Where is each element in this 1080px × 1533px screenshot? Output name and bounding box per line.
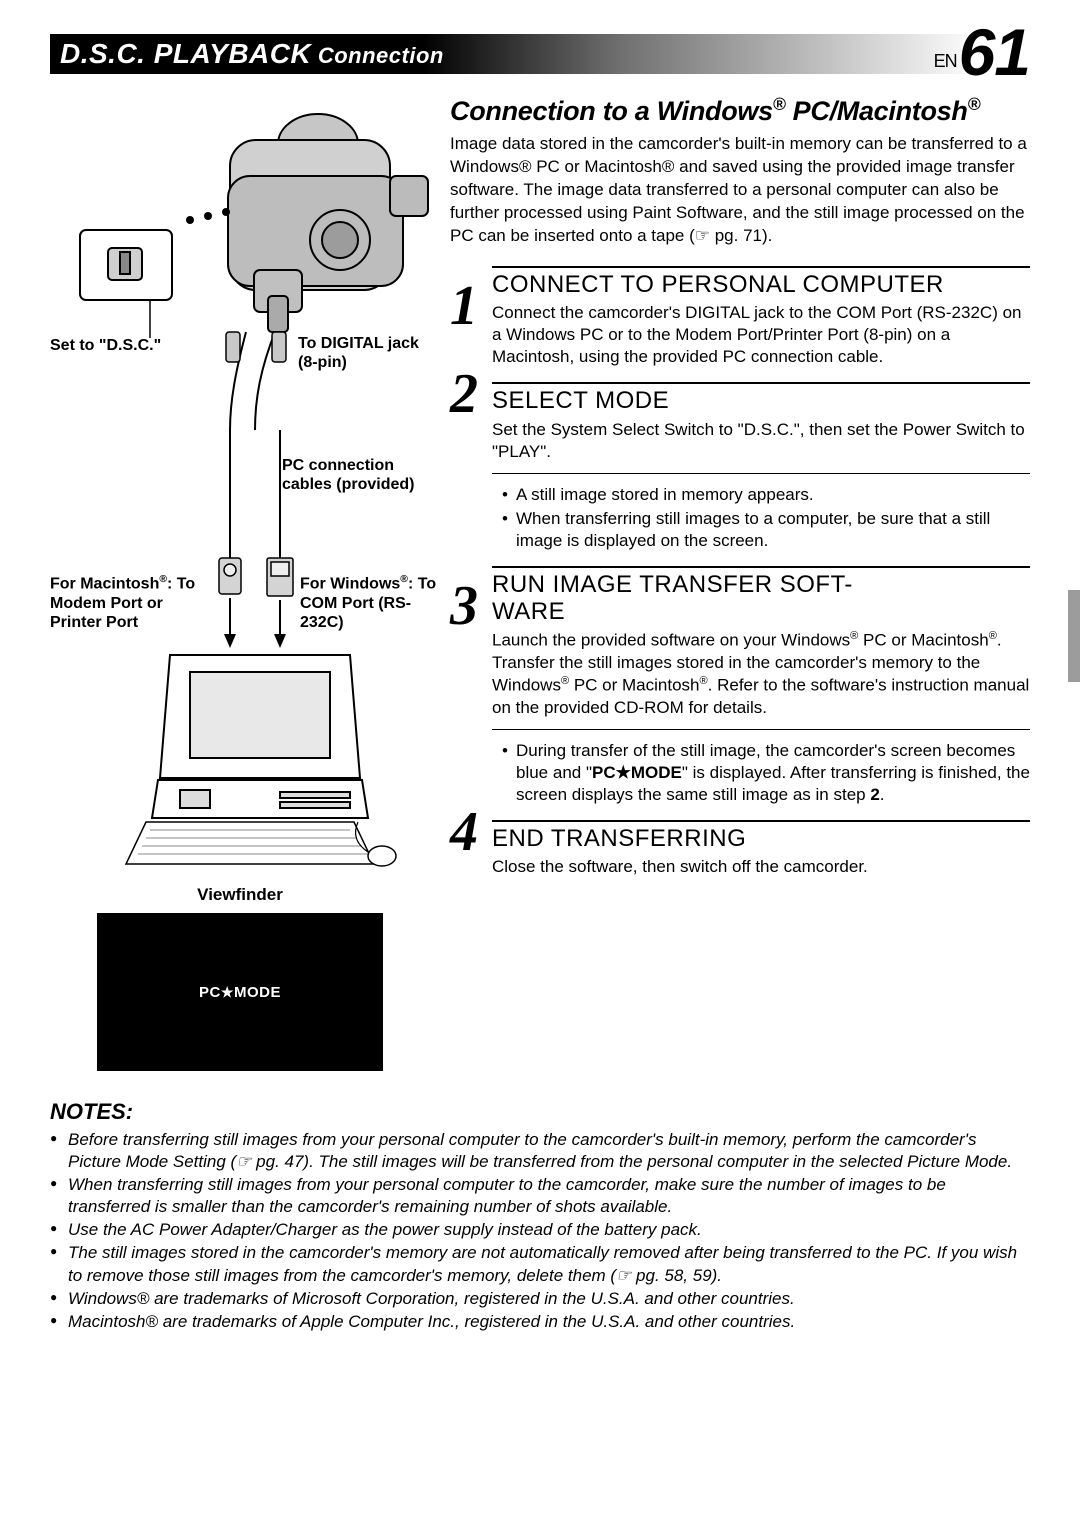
viewfinder-label: Viewfinder <box>50 885 430 905</box>
step-4-num: 4 <box>450 804 478 860</box>
notes-head: NOTES: <box>50 1099 1030 1125</box>
step-4-body: Close the software, then switch off the … <box>492 856 1030 878</box>
section-title: Connection to a Windows® PC/Macintosh® <box>450 94 1030 127</box>
step-2-body: Set the System Select Switch to "D.S.C."… <box>492 419 1030 463</box>
intro-text: Image data stored in the camcorder's bui… <box>450 133 1030 248</box>
step-1-body: Connect the camcorder's DIGITAL jack to … <box>492 302 1030 368</box>
step-3-head: RUN IMAGE TRANSFER SOFT-WARE <box>492 572 1030 625</box>
label-set-dsc: Set to "D.S.C." <box>50 336 200 355</box>
note-item: Before transferring still images from yo… <box>50 1129 1030 1173</box>
header-num: 61 <box>959 15 1030 89</box>
left-column: Set to "D.S.C." To DIGITAL jack (8-pin) … <box>50 94 430 1071</box>
viewfinder-text: PC★MODE <box>199 984 281 1001</box>
step-2: SELECT MODE 2 Set the System Select Swit… <box>450 382 1030 552</box>
right-column: Connection to a Windows® PC/Macintosh® I… <box>450 94 1030 1071</box>
step-3-num: 3 <box>450 578 478 634</box>
step-4: END TRANSFERRING 4 Close the software, t… <box>450 820 1030 878</box>
notes-list: Before transferring still images from yo… <box>50 1129 1030 1333</box>
header-page-number: EN61 <box>934 14 1030 90</box>
step-2-bullets: A still image stored in memory appears. … <box>502 484 1030 552</box>
side-tab <box>1068 590 1080 682</box>
notes-section: NOTES: Before transferring still images … <box>50 1099 1030 1333</box>
viewfinder-box: PC★MODE <box>97 913 383 1071</box>
label-pc-cables: PC connection cables (provided) <box>282 456 432 494</box>
step-1-head: CONNECT TO PERSONAL COMPUTER <box>492 272 1030 298</box>
step-1: CONNECT TO PERSONAL COMPUTER 1 Connect t… <box>450 266 1030 369</box>
header-title-sub: Connection <box>311 43 444 68</box>
page: D.S.C. PLAYBACK Connection EN61 <box>0 0 1080 1374</box>
header-bar: D.S.C. PLAYBACK Connection EN61 <box>50 30 1030 88</box>
note-item: Use the AC Power Adapter/Charger as the … <box>50 1219 1030 1241</box>
step-2-num: 2 <box>450 366 478 422</box>
note-item: The still images stored in the camcorder… <box>50 1242 1030 1286</box>
label-digital-jack: To DIGITAL jack (8-pin) <box>298 334 438 372</box>
label-macintosh: For Macintosh®: To Modem Port or Printer… <box>50 574 210 632</box>
note-item: Macintosh® are trademarks of Apple Compu… <box>50 1311 1030 1333</box>
step-1-num: 1 <box>450 278 478 334</box>
step-3-bullet-1: During transfer of the still image, the … <box>502 740 1030 806</box>
note-item: Windows® are trademarks of Microsoft Cor… <box>50 1288 1030 1310</box>
header-title-main: D.S.C. PLAYBACK <box>60 38 311 69</box>
label-windows: For Windows®: To COM Port (RS-232C) <box>300 574 440 632</box>
step-2-bullet-1: A still image stored in memory appears. <box>502 484 1030 506</box>
step-4-head: END TRANSFERRING <box>492 826 1030 852</box>
step-3-bullets: During transfer of the still image, the … <box>502 740 1030 806</box>
step-2-head: SELECT MODE <box>492 388 1030 414</box>
step-3: RUN IMAGE TRANSFER SOFT-WARE 3 Launch th… <box>450 566 1030 806</box>
header-title: D.S.C. PLAYBACK Connection <box>60 34 444 74</box>
header-lang: EN <box>934 51 957 71</box>
step-3-body: Launch the provided software on your Win… <box>492 629 1030 719</box>
step-2-bullet-2: When transferring still images to a comp… <box>502 508 1030 552</box>
content: Set to "D.S.C." To DIGITAL jack (8-pin) … <box>50 94 1030 1071</box>
connection-diagram: Set to "D.S.C." To DIGITAL jack (8-pin) … <box>50 94 430 879</box>
note-item: When transferring still images from your… <box>50 1174 1030 1218</box>
